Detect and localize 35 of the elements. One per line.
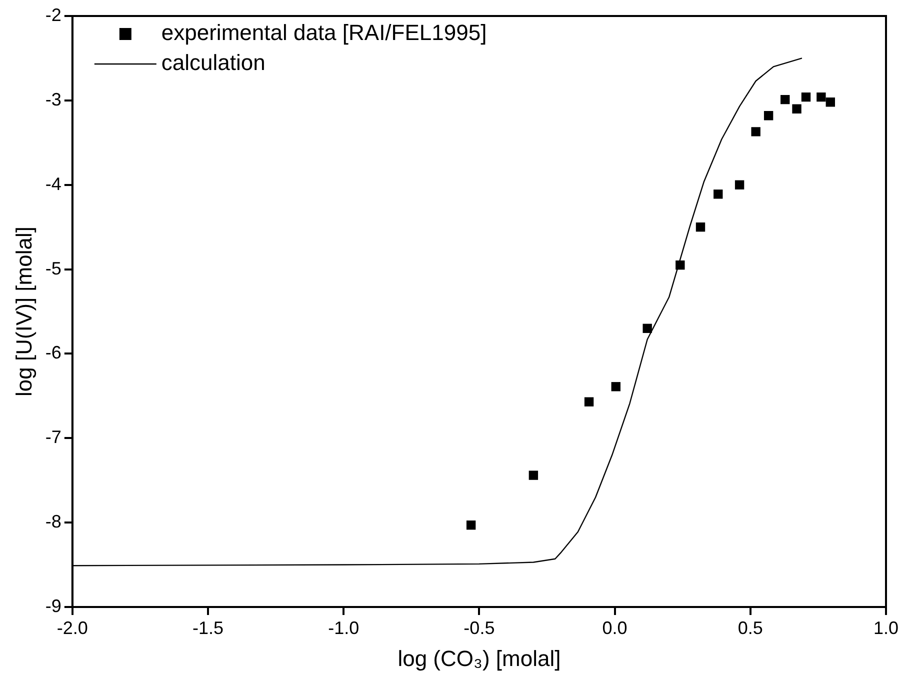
y-tick-label: -6	[45, 342, 62, 363]
x-axis-title: log (CO₃) [molal]	[398, 646, 561, 671]
point	[528, 470, 538, 480]
legend-label: calculation	[161, 50, 266, 76]
point	[780, 94, 790, 104]
point	[584, 397, 594, 406]
point	[792, 104, 802, 114]
point	[676, 260, 685, 270]
x-tick-label: -1.0	[328, 618, 360, 638]
point	[764, 111, 774, 120]
x-tick-label: 0.0	[602, 618, 628, 638]
y-tick-label: -2	[45, 4, 62, 25]
y-tick-label: -3	[45, 89, 62, 110]
y-tick-label: -7	[45, 427, 62, 448]
point	[611, 382, 620, 392]
y-tick-label: -9	[45, 596, 62, 616]
point	[466, 520, 476, 530]
point	[734, 180, 744, 190]
y-tick-label: -8	[45, 512, 62, 532]
x-tick-label: 1.0	[873, 618, 899, 638]
point	[826, 98, 835, 107]
legend-label: experimental data [RAI/FEL1995]	[161, 20, 487, 46]
point	[816, 92, 826, 102]
x-tick-label: -2.0	[56, 618, 88, 638]
x-tick-label: -0.5	[464, 618, 495, 638]
x-tick-label: -1.5	[192, 618, 224, 638]
y-tick-label: -4	[45, 174, 62, 194]
point	[696, 222, 706, 232]
point	[801, 92, 811, 102]
point	[642, 324, 652, 333]
y-tick-label: -5	[45, 258, 62, 278]
x-tick-label: 0.5	[738, 618, 763, 638]
point	[751, 127, 760, 136]
y-axis-title: log [U(IV)] [molal]	[11, 226, 36, 396]
point	[714, 190, 723, 199]
